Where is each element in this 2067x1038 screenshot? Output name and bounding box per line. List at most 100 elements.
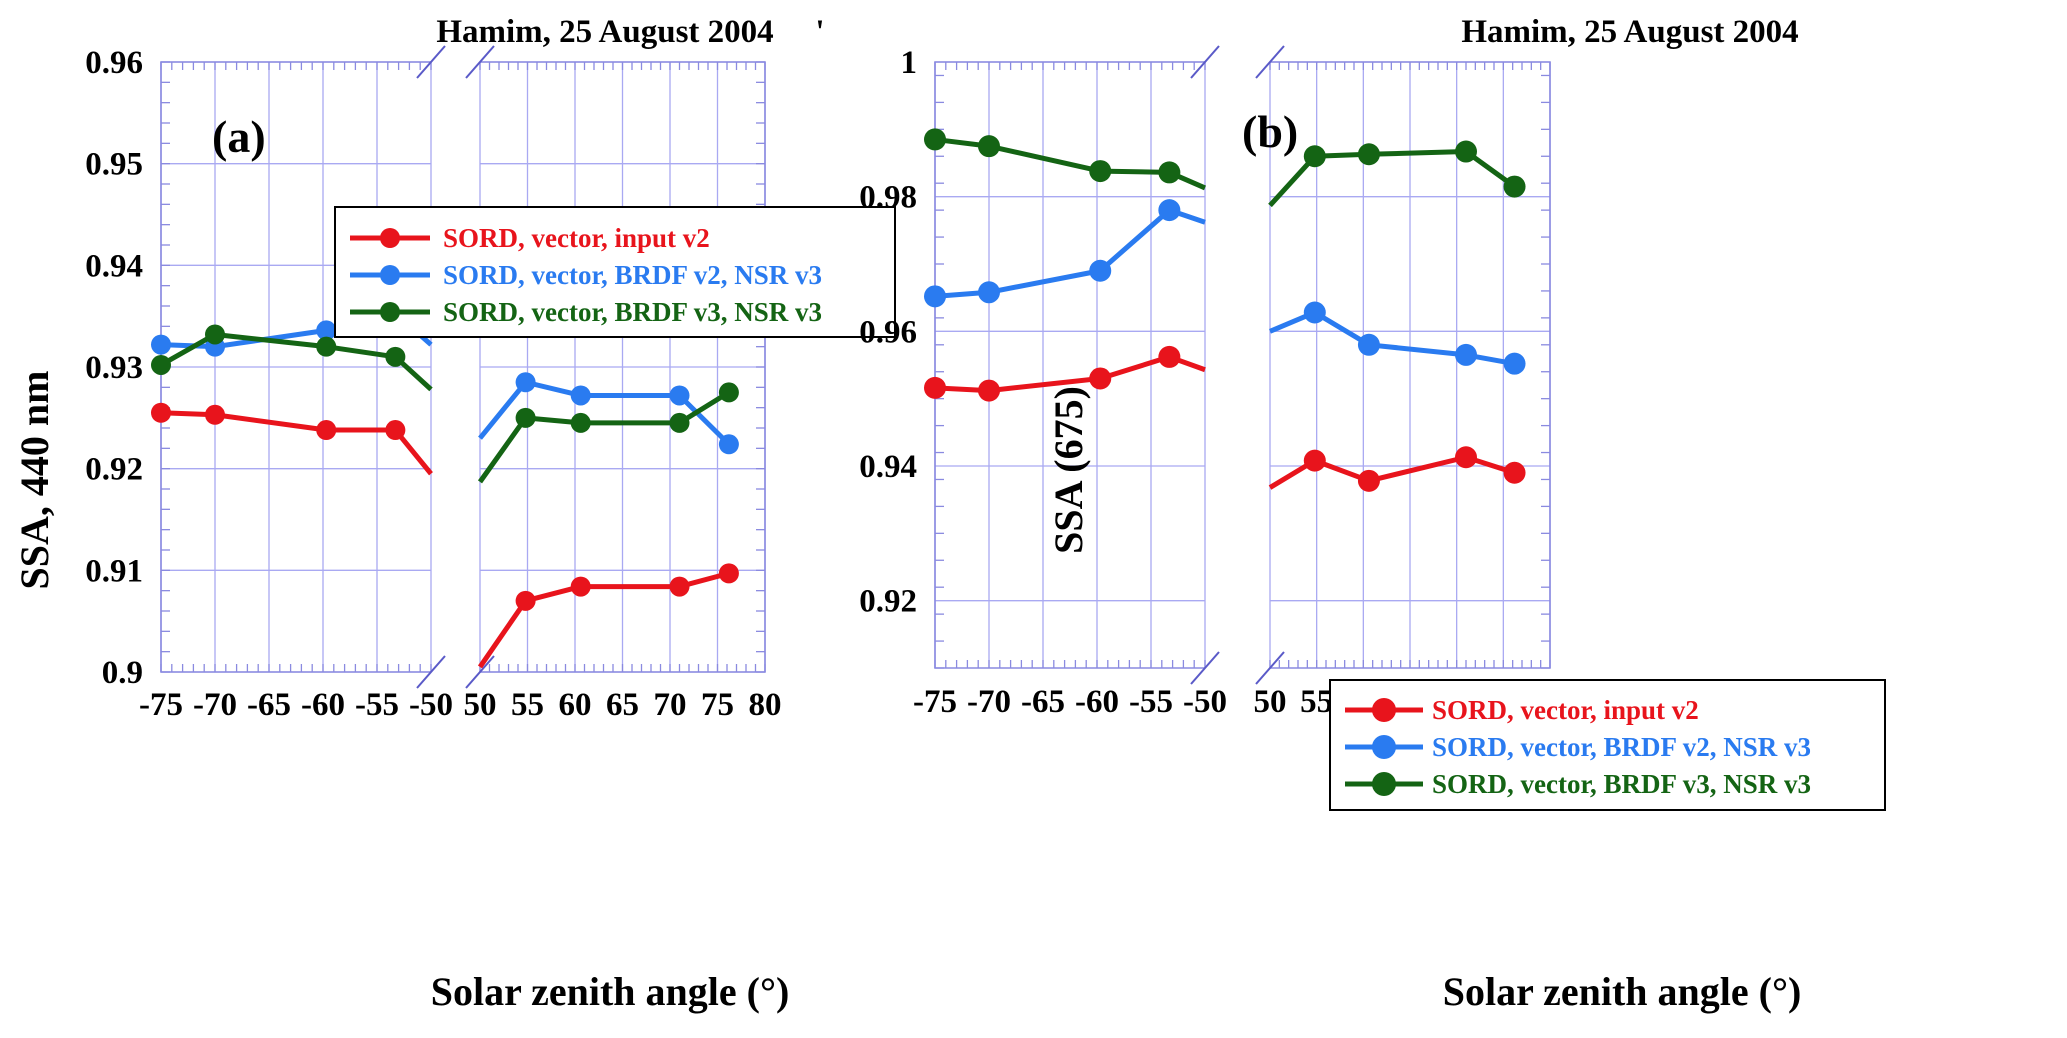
data-point-2 xyxy=(1089,160,1112,183)
chart-title-b: Hamim, 25 August 2004 xyxy=(1461,14,1798,50)
legend-label-b-0: SORD, vector, input v2 xyxy=(1432,695,1699,725)
legend-label-a-0: SORD, vector, input v2 xyxy=(443,223,710,253)
data-point-1 xyxy=(151,334,171,355)
legend-a: SORD, vector, input v2 SORD, vector, BRD… xyxy=(334,206,896,338)
x-tick-label: 80 xyxy=(749,687,782,723)
axis-break-mark xyxy=(1190,651,1220,685)
x-tick-label: -50 xyxy=(1183,684,1227,720)
data-point-2 xyxy=(515,407,536,428)
x-axis-label-b: Solar zenith angle (°) xyxy=(1443,969,1802,1014)
y-tick-label: 0.96 xyxy=(859,314,917,350)
data-point-0 xyxy=(718,563,739,584)
y-tick-label: 0.9 xyxy=(102,655,143,691)
data-point-2 xyxy=(205,324,225,345)
x-tick-label: 50 xyxy=(464,687,497,723)
data-point-0 xyxy=(151,402,171,423)
y-tick-label: 0.92 xyxy=(859,584,917,620)
panel-label-a: (a) xyxy=(212,111,266,162)
x-tick-label: -60 xyxy=(1075,684,1119,720)
x-tick-label: -55 xyxy=(1129,684,1173,720)
plot-frame-right xyxy=(480,61,766,673)
series-line-left-1 xyxy=(934,207,1206,299)
y-tick-label: 0.92 xyxy=(85,452,143,488)
data-point-0 xyxy=(570,576,591,597)
data-point-0 xyxy=(515,590,536,611)
x-tick-label: -70 xyxy=(967,684,1011,720)
legend-label-b-2: SORD, vector, BRDF v3, NSR v3 xyxy=(1432,769,1811,799)
x-tick-label: 70 xyxy=(654,687,687,723)
data-point-0 xyxy=(978,379,1000,402)
legend-b: SORD, vector, input v2 SORD, vector, BRD… xyxy=(1329,679,1886,811)
axis-break-mark xyxy=(1255,651,1285,685)
series-line-right-1 xyxy=(1269,309,1515,367)
x-tick-label: 55 xyxy=(1300,684,1333,720)
data-point-2 xyxy=(1158,161,1181,184)
legend-entry-a-2: SORD, vector, BRDF v3, NSR v3 xyxy=(350,297,822,327)
x-tick-label: -75 xyxy=(139,687,183,723)
x-tick-label: 55 xyxy=(511,687,544,723)
data-point-2 xyxy=(385,346,406,367)
data-point-1 xyxy=(515,372,536,393)
panel-label-b: (b) xyxy=(1242,106,1298,157)
data-point-0 xyxy=(1089,367,1112,390)
x-tick-label: -65 xyxy=(1021,684,1065,720)
plot-frame-left xyxy=(934,61,1205,669)
data-point-0 xyxy=(1303,449,1326,472)
data-point-0 xyxy=(385,420,406,441)
x-tick-label: 75 xyxy=(701,687,734,723)
axis-break-mark xyxy=(1255,45,1285,79)
data-point-1 xyxy=(1455,343,1477,366)
legend-label-a-1: SORD, vector, BRDF v2, NSR v3 xyxy=(443,260,822,290)
data-point-0 xyxy=(1503,461,1526,484)
series-line-right-0 xyxy=(477,570,730,669)
data-point-2 xyxy=(978,135,1000,158)
x-tick-label: -70 xyxy=(193,687,237,723)
chart-title-a: Hamim, 25 August 2004 xyxy=(436,14,773,50)
data-point-0 xyxy=(1357,469,1380,492)
data-point-0 xyxy=(669,576,690,597)
data-point-1 xyxy=(1089,259,1112,282)
data-point-2 xyxy=(1303,145,1326,168)
data-point-1 xyxy=(316,320,337,341)
data-point-1 xyxy=(978,281,1000,304)
legend-entry-a-1: SORD, vector, BRDF v2, NSR v3 xyxy=(350,260,822,290)
y-tick-label: 0.95 xyxy=(85,147,143,183)
data-point-0 xyxy=(205,404,225,425)
axis-break-mark xyxy=(465,45,495,79)
data-point-2 xyxy=(570,412,591,433)
legend-entry-b-2: SORD, vector, BRDF v3, NSR v3 xyxy=(1345,769,1811,799)
data-point-2 xyxy=(1455,140,1477,163)
x-tick-label: 50 xyxy=(1254,684,1287,720)
chart-panel-b: 0.920.940.960.981-75-70-65-60-55-5050556… xyxy=(859,14,1886,1014)
data-point-1 xyxy=(924,285,946,308)
chart-title-mark-a: ' xyxy=(815,14,824,50)
data-point-0 xyxy=(316,420,337,441)
data-point-1 xyxy=(669,385,690,406)
legend-entry-b-1: SORD, vector, BRDF v2, NSR v3 xyxy=(1345,732,1811,762)
data-point-1 xyxy=(1158,199,1181,222)
x-axis-label-a: Solar zenith angle (°) xyxy=(431,969,790,1014)
data-point-0 xyxy=(924,376,946,399)
legend-entry-a-0: SORD, vector, input v2 xyxy=(350,223,710,253)
data-point-1 xyxy=(1303,301,1326,324)
legend-entry-b-0: SORD, vector, input v2 xyxy=(1345,695,1699,725)
axis-break-mark xyxy=(416,655,446,689)
data-point-2 xyxy=(718,382,739,403)
y-tick-label: 0.98 xyxy=(859,180,917,216)
data-point-2 xyxy=(1503,175,1526,198)
data-point-2 xyxy=(669,412,690,433)
y-axis-label-a: SSA, 440 nm xyxy=(12,371,57,590)
y-tick-label: 0.94 xyxy=(859,449,917,485)
x-tick-label: -55 xyxy=(355,687,399,723)
data-point-2 xyxy=(151,354,171,375)
chart-panel-a: 0.90.910.920.930.940.950.96-75 -70 -65 -60-… xyxy=(12,14,896,1014)
x-tick-label: -65 xyxy=(247,687,291,723)
y-tick-label: 0.96 xyxy=(85,45,143,81)
axis-break-mark xyxy=(1190,45,1220,79)
x-tick-label: -50 xyxy=(409,687,453,723)
x-tick-label: -60 xyxy=(301,687,345,723)
data-point-1 xyxy=(1357,333,1380,356)
y-tick-label: 0.94 xyxy=(85,248,143,284)
axis-break-mark xyxy=(465,655,495,689)
